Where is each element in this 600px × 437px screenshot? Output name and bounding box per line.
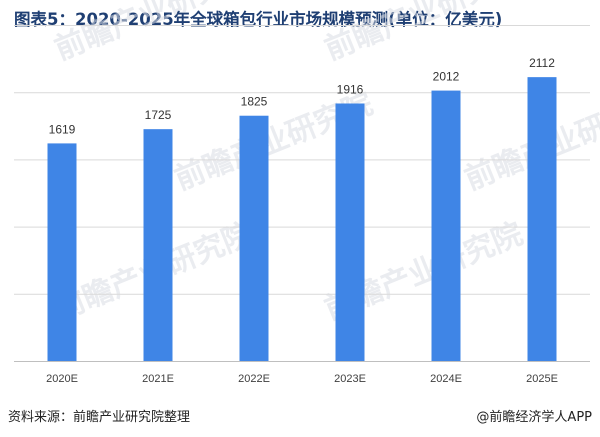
x-tick-label: 2022E [238,373,270,385]
x-tick-label: 2020E [46,373,78,385]
data-label: 1916 [337,82,364,96]
bar [239,115,269,361]
data-label: 2012 [433,70,460,84]
watermark-layer: 前瞻产业研究院前瞻产业研究院前瞻产业研究院前瞻产业研究院前瞻产业研究院前瞻产业研… [50,0,600,327]
x-tick-label: 2023E [334,373,366,385]
chart-title: 图表5：2020-2025年全球箱包行业市场规模预测(单位：亿美元) [14,10,503,29]
data-label: 2112 [529,56,555,70]
credit-note: @前瞻经济学人APP [476,410,592,425]
x-tick-label: 2025E [526,373,558,385]
source-note: 资料来源：前瞻产业研究院整理 [8,410,191,425]
data-labels: 1619 1725 1825 1916 2012 2112 [49,56,556,136]
data-label: 1619 [49,122,76,136]
bar [431,90,461,362]
data-label: 1825 [241,95,268,109]
bars [47,77,557,362]
bar [143,129,173,361]
x-tick-label: 2024E [430,373,462,385]
x-axis-tick-labels: 2020E 2021E 2022E 2023E 2024E 2025E [46,373,558,385]
bar [335,103,365,362]
bar [527,77,557,361]
bar [47,143,77,361]
watermark-text: 前瞻产业研究院 [320,0,528,67]
gridlines [14,25,590,362]
data-label: 1725 [145,108,172,122]
watermark-text: 前瞻产业研究院 [50,0,258,67]
x-tick-label: 2021E [142,373,174,385]
